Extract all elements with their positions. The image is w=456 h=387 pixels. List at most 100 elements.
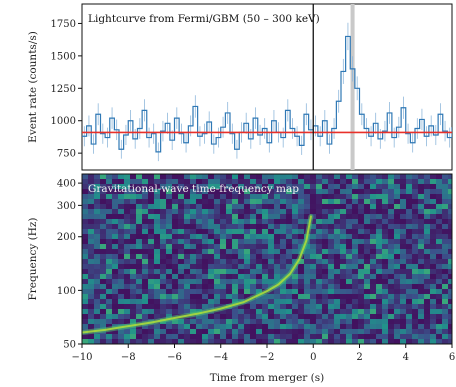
- spectrogram-cell: [352, 284, 359, 290]
- spectrogram-cell: [328, 269, 335, 275]
- spectrogram-cell: [280, 209, 287, 215]
- spectrogram-cell: [238, 214, 245, 220]
- spectrogram-cell: [316, 329, 323, 335]
- spectrogram-cell: [136, 309, 143, 315]
- spectrogram-cell: [394, 179, 401, 185]
- spectrogram-cell: [130, 194, 137, 200]
- spectrogram-cell: [388, 304, 395, 310]
- spectrogram-cell: [340, 179, 347, 185]
- spectrogram-cell: [316, 249, 323, 255]
- spectrogram-cell: [166, 239, 173, 245]
- spectrogram-cell: [400, 244, 407, 250]
- spectrogram-cell: [298, 304, 305, 310]
- spectrogram-cell: [106, 309, 113, 315]
- spectrogram-cell: [268, 224, 275, 230]
- spectrogram-cell: [244, 179, 251, 185]
- spectrogram-cell: [346, 284, 353, 290]
- spectrogram-cell: [130, 189, 137, 195]
- spectrogram-cell: [304, 209, 311, 215]
- spectrogram-cell: [286, 224, 293, 230]
- spectrogram-cell: [166, 204, 173, 210]
- spectrogram-cell: [448, 174, 452, 180]
- spectrogram-cell: [130, 244, 137, 250]
- spectrogram-cell: [382, 309, 389, 315]
- spectrogram-cell: [88, 244, 95, 250]
- spectrogram-cell: [388, 249, 395, 255]
- spectrogram-cell: [268, 334, 275, 340]
- spectrogram-cell: [196, 289, 203, 295]
- spectrogram-cell: [118, 204, 125, 210]
- spectrogram-cell: [148, 324, 155, 330]
- spectrogram-cell: [340, 274, 347, 280]
- spectrogram-cell: [256, 254, 263, 260]
- spectrogram-cell: [424, 199, 431, 205]
- spectrogram-cell: [88, 289, 95, 295]
- spectrogram-cell: [172, 269, 179, 275]
- spectrogram-cell: [214, 239, 221, 245]
- spectrogram-cell: [214, 244, 221, 250]
- spectrogram-cell: [406, 269, 413, 275]
- spectrogram-cell: [226, 184, 233, 190]
- spectrogram-cell: [382, 204, 389, 210]
- spectrogram-cell: [352, 219, 359, 225]
- spectrogram-cell: [328, 284, 335, 290]
- spectrogram-cell: [202, 284, 209, 290]
- spectrogram-cell: [352, 194, 359, 200]
- spectrogram-cell: [154, 284, 161, 290]
- spectrogram-cell: [238, 274, 245, 280]
- spectrogram-cell: [394, 229, 401, 235]
- spectrogram-cell: [298, 284, 305, 290]
- spectrogram-cell: [418, 309, 425, 315]
- spectrogram-cell: [340, 189, 347, 195]
- spectrogram-cell: [316, 214, 323, 220]
- spectrogram-cell: [154, 209, 161, 215]
- spectrogram-cell: [310, 334, 317, 340]
- spectrogram-cell: [322, 219, 329, 225]
- spectrogram-cell: [358, 174, 365, 180]
- spectrogram-cell: [118, 264, 125, 270]
- spectrogram-cell: [442, 244, 449, 250]
- spectrogram-cell: [118, 339, 125, 344]
- spectrogram-cell: [232, 204, 239, 210]
- spectrogram-cell: [190, 249, 197, 255]
- spectrogram-cell: [298, 279, 305, 285]
- spectrogram-cell: [400, 249, 407, 255]
- spectrogram-cell: [394, 214, 401, 220]
- spectrogram-cell: [334, 184, 341, 190]
- spectrogram-cell: [154, 254, 161, 260]
- spectrogram-cell: [124, 219, 131, 225]
- spectrogram-cell: [166, 329, 173, 335]
- spectrogram-cell: [154, 274, 161, 280]
- spectrogram-cell: [160, 189, 167, 195]
- spectrogram-cell: [358, 279, 365, 285]
- spectrogram-cell: [436, 204, 443, 210]
- spectrogram-cell: [400, 194, 407, 200]
- spectrogram-cell: [430, 319, 437, 325]
- spectrogram-cell: [400, 234, 407, 240]
- spectrogram-cell: [136, 274, 143, 280]
- spectrogram-cell: [334, 339, 341, 344]
- spectrogram-cell: [160, 289, 167, 295]
- x-tick-label: 6: [449, 352, 455, 363]
- spectrogram-cell: [364, 179, 371, 185]
- spectrogram-cell: [88, 259, 95, 265]
- spectrogram-cell: [418, 209, 425, 215]
- spectrogram-cell: [262, 254, 269, 260]
- y-tick-label: 200: [57, 232, 76, 243]
- spectrogram-cell: [100, 334, 107, 340]
- spectrogram-cell: [124, 264, 131, 270]
- spectrogram-cell: [412, 174, 419, 180]
- spectrogram-cell: [352, 179, 359, 185]
- spectrogram-cell: [304, 274, 311, 280]
- spectrogram-cell: [100, 194, 107, 200]
- spectrogram-cell: [190, 254, 197, 260]
- spectrogram-cell: [442, 179, 449, 185]
- spectrogram-cell: [100, 259, 107, 265]
- spectrogram-cell: [82, 214, 89, 220]
- spectrogram-cell: [82, 194, 89, 200]
- spectrogram-cell: [100, 179, 107, 185]
- spectrogram-cell: [430, 214, 437, 220]
- spectrogram-cell: [190, 299, 197, 305]
